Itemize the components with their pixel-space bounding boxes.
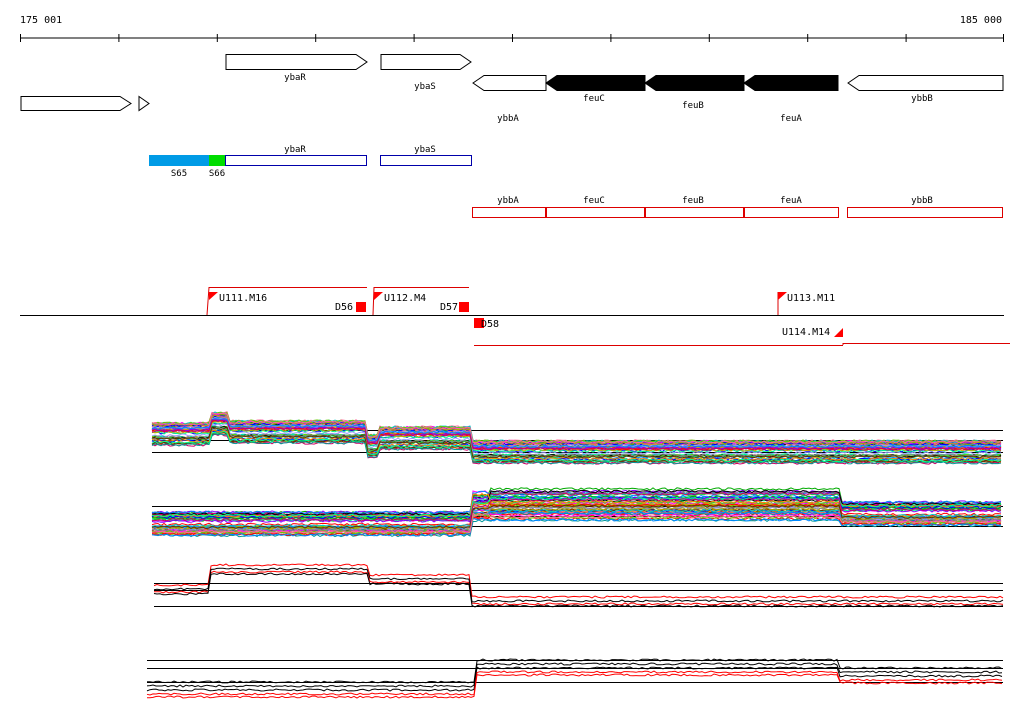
summary-line	[153, 563, 1004, 599]
gene-label-ybaS: ybaS	[414, 82, 436, 92]
gene-label-ybaR: ybaR	[284, 73, 306, 83]
gene-label-feuC: feuC	[583, 94, 605, 104]
segment-line-U114.M14	[842, 343, 1010, 345]
feature-label-ybbB: ybbB	[911, 196, 933, 206]
feature-label-ybaS: ybaS	[414, 145, 436, 155]
feature-block-S65[interactable]	[149, 155, 209, 166]
ruler-end-label: 185 000	[960, 15, 1002, 26]
segment-line-U112.M4	[372, 287, 469, 316]
segment-label-D57: D57	[440, 302, 458, 313]
ruler-start-label: 175 001	[20, 15, 62, 26]
segment-line-U111.M16	[206, 287, 367, 316]
feature-label-ybaR: ybaR	[284, 145, 306, 155]
forward-strand-profiles	[151, 411, 1003, 465]
summary-line	[146, 662, 1003, 688]
segment-start-marker-U112.M4[interactable]	[374, 292, 383, 300]
profile-line	[151, 431, 1002, 463]
summary-line	[153, 567, 1004, 603]
feature-label-feuB: feuB	[682, 196, 704, 206]
summary-line	[153, 570, 1004, 606]
ruler-ticks	[20, 34, 1004, 42]
summary-line	[146, 670, 1003, 696]
profile-line	[151, 417, 1002, 449]
segment-end-marker-D58[interactable]	[474, 318, 484, 328]
segment-label-D56: D56	[335, 302, 353, 313]
gene-track: ybaR ybaS ybbA feuC feuB feuA ybbB	[20, 54, 1004, 124]
gene-arrow-unnamed-1[interactable]	[20, 96, 132, 111]
gene-arrow-feuC[interactable]	[545, 75, 646, 91]
feature-box-ybaS[interactable]	[380, 155, 472, 166]
segment-label-U114.M14: U114.M14	[782, 327, 830, 338]
profile-line	[151, 430, 1002, 463]
feature-box-feuB[interactable]	[645, 207, 744, 218]
profile-line	[151, 504, 1002, 530]
profile-line	[151, 505, 1001, 532]
feature-box-ybaR[interactable]	[225, 155, 367, 166]
profile-line	[151, 512, 1002, 536]
profile-line	[151, 412, 1002, 444]
gene-arrow-ybaR[interactable]	[225, 54, 368, 70]
segment-start-marker-U111.M16[interactable]	[209, 292, 218, 300]
profile-line	[151, 489, 1002, 517]
profile-line	[151, 512, 1002, 534]
feature-box-ybbB[interactable]	[847, 207, 1003, 218]
feature-label-S65: S65	[171, 169, 187, 179]
segment-label-D58: D58	[481, 319, 499, 330]
forward-strand-summary	[153, 563, 1004, 608]
profile-line	[151, 419, 1002, 451]
gene-label-feuA: feuA	[780, 114, 802, 124]
profile-line	[151, 496, 1002, 518]
feature-label-feuA: feuA	[780, 196, 802, 206]
gene-arrow-ybbA[interactable]	[472, 75, 547, 91]
profile-line	[151, 490, 1002, 515]
gene-arrow-feuB[interactable]	[644, 75, 745, 91]
segment-end-marker-D56[interactable]	[356, 302, 366, 312]
gene-label-ybbB: ybbB	[911, 94, 933, 104]
summary-line	[147, 673, 1003, 699]
profile-line	[151, 423, 1002, 455]
segment-label-U111.M16: U111.M16	[219, 293, 267, 304]
feature-label-S66: S66	[209, 169, 225, 179]
forward-feature-track: S65 S66 ybaR ybaS	[149, 145, 472, 179]
feature-block-S66[interactable]	[209, 155, 225, 166]
feature-box-feuC[interactable]	[546, 207, 645, 218]
reverse-strand-profiles	[151, 487, 1003, 538]
gene-label-feuB: feuB	[682, 101, 704, 111]
segment-label-U113.M11: U113.M11	[787, 293, 835, 304]
summary-line	[146, 666, 1003, 692]
reverse-strand-summary	[146, 658, 1003, 699]
segment-start-marker-U113.M11[interactable]	[778, 292, 787, 300]
feature-box-feuA[interactable]	[744, 207, 839, 218]
gene-label-ybbA: ybbA	[497, 114, 519, 124]
summary-line	[146, 658, 1003, 684]
profile-line	[151, 417, 1002, 448]
coordinate-ruler: 175 001 185 000	[20, 15, 1004, 42]
profile-line	[151, 433, 1002, 465]
feature-label-feuC: feuC	[583, 196, 605, 206]
reverse-feature-track: ybbA feuC feuB feuA ybbB	[472, 196, 1003, 218]
segment-end-marker-D57[interactable]	[459, 302, 469, 312]
profile-line	[152, 426, 1002, 459]
gene-arrow-unnamed-2[interactable]	[138, 95, 150, 112]
segment-start-marker-U114.M14[interactable]	[834, 328, 843, 337]
segment-label-U112.M4: U112.M4	[384, 293, 426, 304]
feature-label-ybbA: ybbA	[497, 196, 519, 206]
profile-line	[151, 429, 1002, 462]
gene-arrow-ybaS[interactable]	[380, 54, 472, 70]
profile-line	[152, 498, 1002, 522]
gene-arrow-ybbB[interactable]	[847, 75, 1004, 91]
summary-line	[153, 572, 1004, 608]
feature-box-ybbA[interactable]	[472, 207, 546, 218]
gene-arrow-feuA[interactable]	[743, 75, 839, 91]
segmentation-track: U111.M16 D56 U112.M4 D57 D58 U113.M11 U1…	[20, 287, 1010, 346]
profile-line	[151, 517, 1002, 537]
